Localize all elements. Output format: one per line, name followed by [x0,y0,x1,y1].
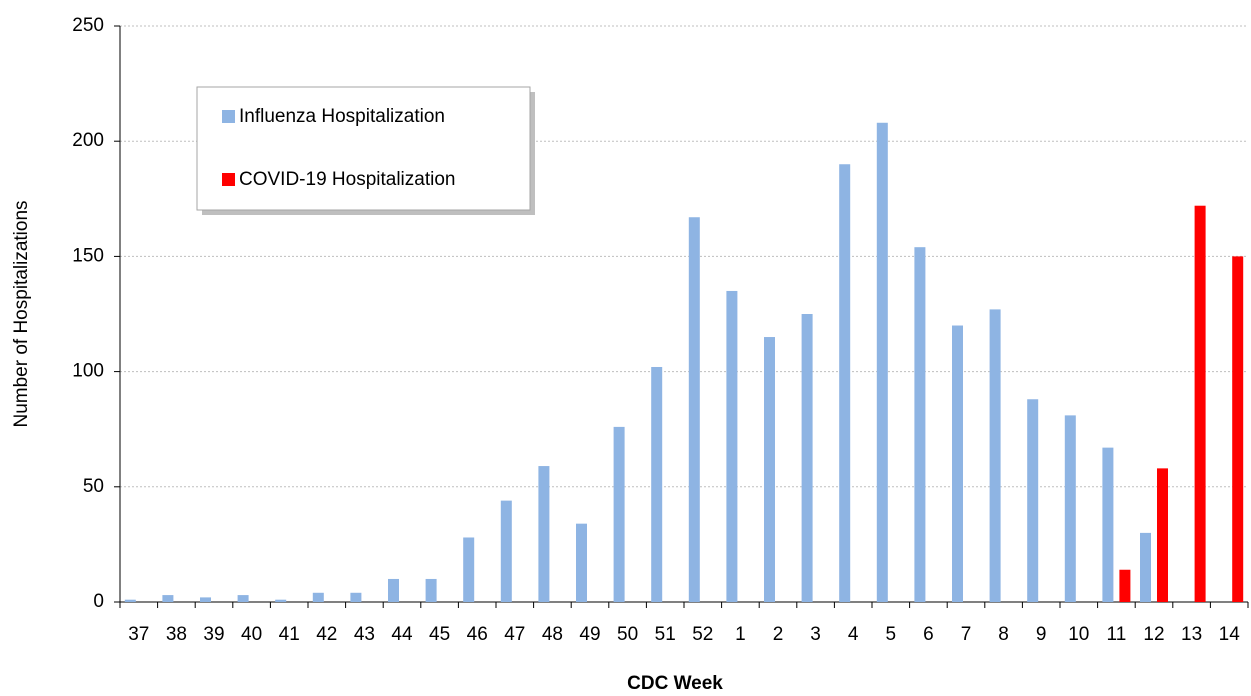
bar [876,122,888,602]
x-tick-label: 6 [923,624,934,645]
x-tick-label: 13 [1181,624,1202,645]
bar [914,247,926,602]
y-tick-label: 100 [72,361,104,382]
bar [989,309,1001,602]
bar [651,366,663,602]
x-tick-label: 7 [961,624,972,645]
bar [952,325,963,602]
bar [1194,205,1206,602]
bar [1119,569,1131,602]
bar [613,426,625,602]
x-tick-label: 50 [617,624,638,645]
legend-swatch [222,173,235,186]
x-tick-label: 5 [886,624,897,645]
x-tick-label: 47 [504,624,525,645]
bar [388,578,399,602]
x-tick-label: 39 [203,624,224,645]
bar [1027,399,1039,602]
x-tick-label: 38 [166,624,187,645]
x-tick-label: 45 [429,624,450,645]
y-tick-label: 250 [72,15,104,36]
x-tick-label: 42 [316,624,337,645]
bar [538,466,550,602]
bar [688,217,700,602]
bar [500,500,512,602]
x-tick-label: 44 [391,624,413,645]
x-tick-label: 52 [692,624,713,645]
bar [275,599,287,602]
x-tick-label: 11 [1107,624,1127,645]
x-tick-label: 8 [998,624,1009,645]
x-tick-label: 37 [128,624,149,645]
y-tick-label: 0 [93,591,104,612]
x-tick-label: 14 [1219,624,1241,645]
x-tick-label: 4 [848,624,859,645]
y-tick-label: 50 [83,476,104,497]
x-tick-label: 9 [1036,624,1047,645]
bar [1140,532,1151,602]
x-tick-label: 43 [354,624,375,645]
bar [312,592,324,602]
bar [839,164,851,603]
bar [237,595,249,602]
y-axis-title: Number of Hospitalizations [11,200,32,427]
bar [1157,468,1168,602]
bar [162,595,174,602]
bar [463,537,475,602]
legend-label: Influenza Hospitalization [239,106,445,127]
bar [801,314,813,602]
x-tick-label: 1 [735,624,746,645]
x-tick-label: 40 [241,624,262,645]
y-tick-label: 200 [72,130,104,151]
bar [764,337,775,602]
x-tick-label: 49 [579,624,600,645]
bar [425,578,437,602]
bar [1064,415,1076,602]
bar [726,290,738,602]
legend-label: COVID-19 Hospitalization [239,169,455,190]
x-tick-label: 2 [773,624,784,645]
bar [1102,447,1114,602]
bar [124,599,136,602]
x-tick-label: 12 [1143,624,1164,645]
bar [576,523,587,602]
x-tick-label: 10 [1068,624,1089,645]
bar [200,597,211,602]
x-tick-label: 46 [467,624,488,645]
y-tick-label: 150 [72,245,104,266]
legend [196,86,531,211]
x-tick-label: 51 [655,624,676,645]
x-tick-label: 3 [810,624,821,645]
x-tick-label: 41 [279,624,300,645]
x-axis-title: CDC Week [627,673,723,694]
x-tick-label: 48 [542,624,563,645]
bar [350,592,362,602]
legend-swatch [222,110,235,123]
bar [1232,256,1244,602]
